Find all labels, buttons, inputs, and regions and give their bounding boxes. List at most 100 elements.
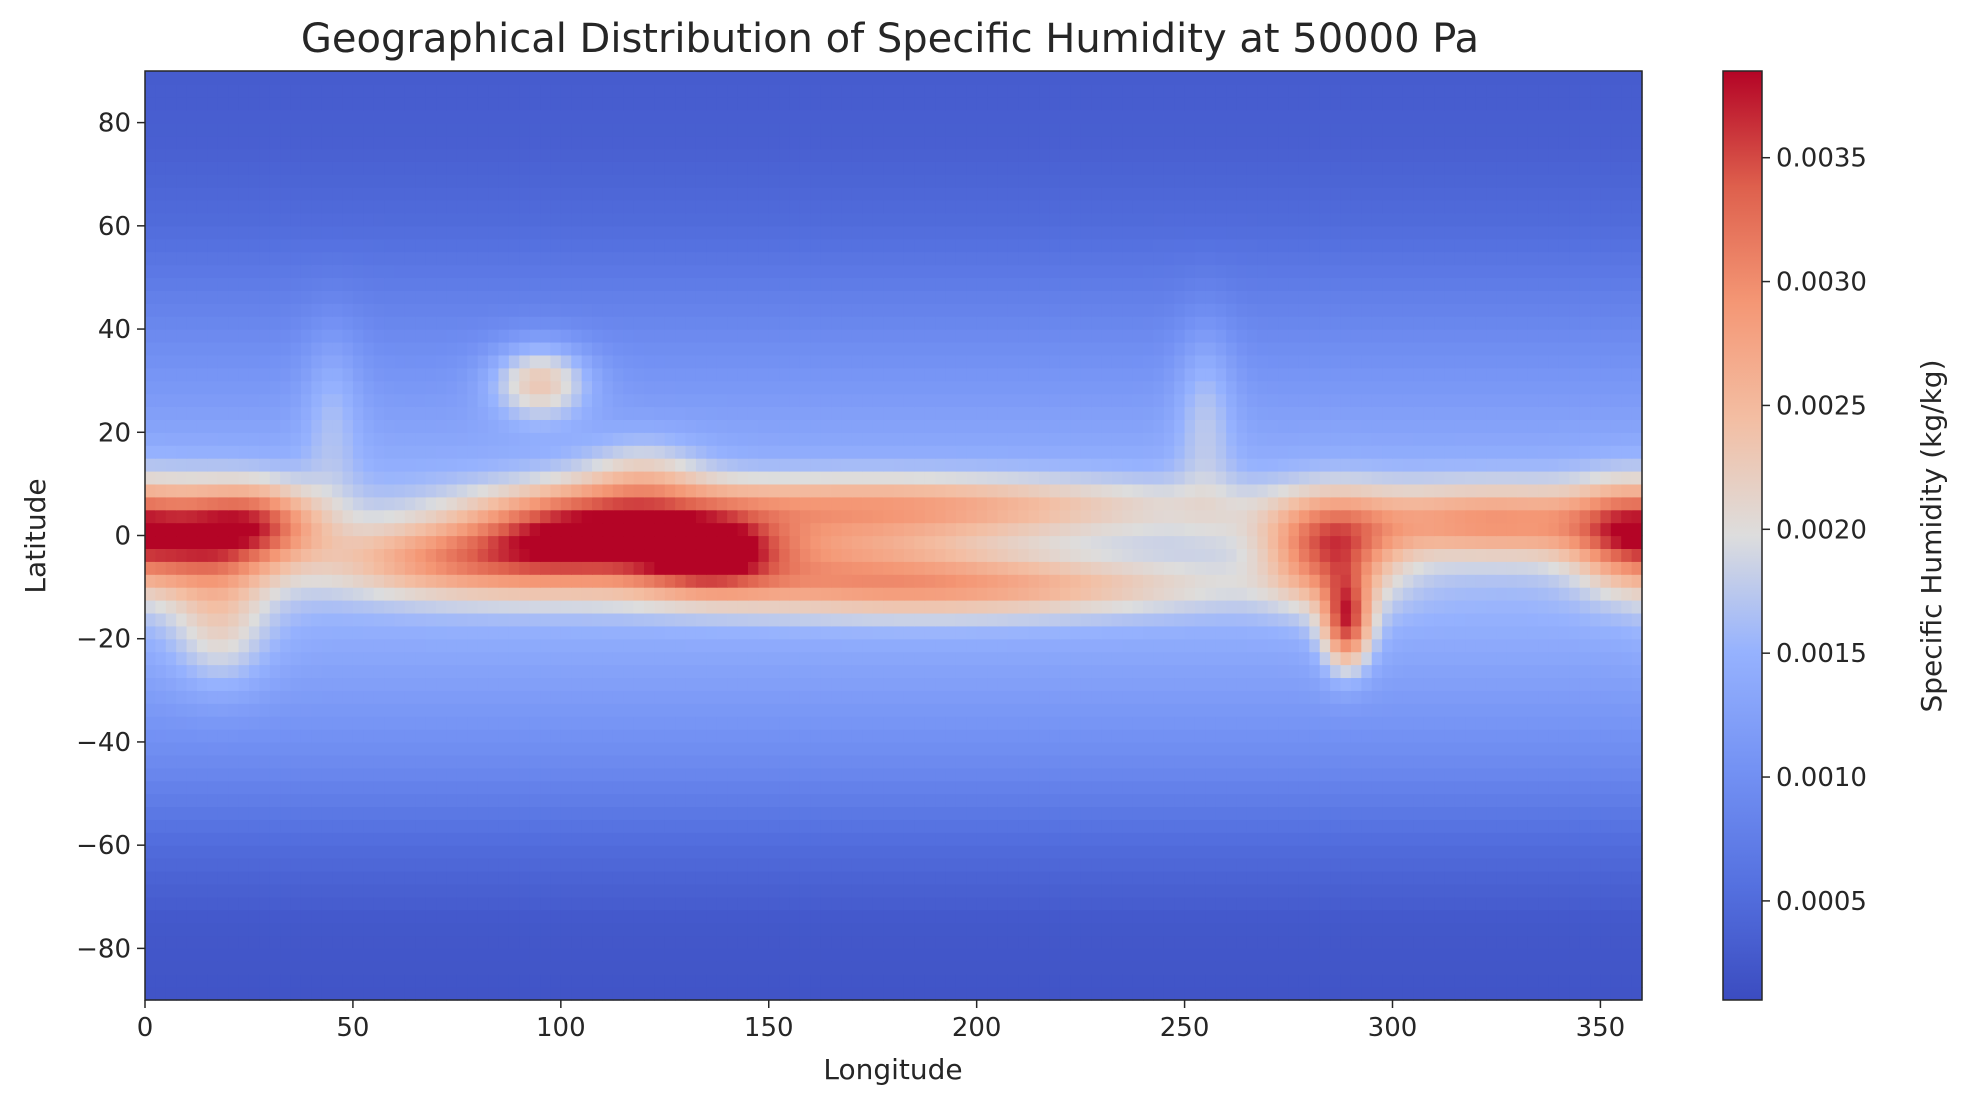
heatmap-cell: [405, 742, 416, 756]
heatmap-cell: [779, 871, 790, 885]
heatmap-cell: [613, 690, 624, 704]
heatmap-cell: [623, 974, 634, 988]
heatmap-cell: [228, 819, 239, 833]
heatmap-cell: [280, 935, 291, 949]
heatmap-cell: [1413, 703, 1424, 717]
heatmap-cell: [634, 923, 645, 937]
heatmap-cell: [1361, 729, 1372, 743]
heatmap-cell: [426, 845, 437, 859]
heatmap-cell: [1361, 819, 1372, 833]
heatmap-cell: [592, 794, 603, 808]
heatmap-cell: [187, 845, 198, 859]
heatmap-cell: [1548, 806, 1559, 820]
heatmap-cell: [1081, 690, 1092, 704]
heatmap-cell: [634, 548, 645, 562]
heatmap-cell: [197, 690, 208, 704]
heatmap-cell: [270, 716, 281, 730]
heatmap-cell: [810, 897, 821, 911]
heatmap-cell: [1257, 910, 1268, 924]
heatmap-cell: [1632, 871, 1643, 885]
heatmap-cell: [1496, 819, 1507, 833]
heatmap-cell: [1039, 871, 1050, 885]
heatmap-cell: [446, 935, 457, 949]
heatmap-cell: [478, 794, 489, 808]
heatmap-cell: [187, 690, 198, 704]
heatmap-cell: [571, 574, 582, 588]
heatmap-cell: [1185, 923, 1196, 937]
heatmap-cell: [1101, 703, 1112, 717]
heatmap-cell: [717, 897, 728, 911]
heatmap-cell: [1029, 845, 1040, 859]
heatmap-cell: [727, 690, 738, 704]
heatmap-cell: [1008, 690, 1019, 704]
heatmap-cell: [1112, 548, 1123, 562]
heatmap-cell: [1424, 652, 1435, 666]
heatmap-cell: [509, 935, 520, 949]
heatmap-cell: [1486, 587, 1497, 601]
heatmap-cell: [717, 561, 728, 575]
heatmap-cell: [395, 858, 406, 872]
heatmap-cell: [176, 845, 187, 859]
heatmap-cell: [821, 781, 832, 795]
heatmap-cell: [1632, 639, 1643, 653]
heatmap-cell: [1465, 935, 1476, 949]
heatmap-cell: [873, 768, 884, 782]
heatmap-cell: [717, 574, 728, 588]
heatmap-cell: [665, 677, 676, 691]
heatmap-cell: [717, 729, 728, 743]
heatmap-cell: [1289, 742, 1300, 756]
heatmap-cell: [1039, 781, 1050, 795]
heatmap-cell: [945, 574, 956, 588]
heatmap-cell: [1205, 806, 1216, 820]
heatmap-cell: [446, 626, 457, 640]
heatmap-cell: [966, 832, 977, 846]
heatmap-cell: [1070, 794, 1081, 808]
heatmap-cell: [675, 961, 686, 975]
heatmap-cell: [904, 935, 915, 949]
heatmap-cell: [914, 600, 925, 614]
heatmap-cell: [207, 729, 218, 743]
heatmap-cell: [1361, 974, 1372, 988]
heatmap-cell: [800, 858, 811, 872]
heatmap-cell: [1164, 677, 1175, 691]
heatmap-cell: [1434, 845, 1445, 859]
heatmap-cell: [748, 600, 759, 614]
heatmap-cell: [696, 626, 707, 640]
heatmap-cell: [748, 613, 759, 627]
heatmap-cell: [1413, 806, 1424, 820]
heatmap-cell: [1299, 574, 1310, 588]
heatmap-cell: [1257, 923, 1268, 937]
heatmap-cell: [1486, 923, 1497, 937]
heatmap-cell: [1611, 677, 1622, 691]
heatmap-cell: [1538, 677, 1549, 691]
heatmap-cell: [239, 974, 250, 988]
heatmap-cell: [145, 626, 156, 640]
heatmap-cell: [654, 910, 665, 924]
heatmap-cell: [696, 935, 707, 949]
heatmap-cell: [363, 884, 374, 898]
heatmap-cell: [1153, 729, 1164, 743]
heatmap-cell: [1538, 613, 1549, 627]
heatmap-cell: [1413, 677, 1424, 691]
heatmap-cell: [1580, 910, 1591, 924]
heatmap-cell: [1101, 729, 1112, 743]
heatmap-cell: [977, 690, 988, 704]
heatmap-cell: [1101, 600, 1112, 614]
heatmap-cell: [925, 910, 936, 924]
heatmap-cell: [977, 987, 988, 1001]
heatmap-cell: [1486, 845, 1497, 859]
heatmap-cell: [1590, 832, 1601, 846]
heatmap-cell: [1216, 845, 1227, 859]
heatmap-cell: [270, 871, 281, 885]
heatmap-cell: [717, 665, 728, 679]
heatmap-cell: [280, 665, 291, 679]
heatmap-cell: [374, 884, 385, 898]
heatmap-cell: [894, 819, 905, 833]
heatmap-cell: [166, 652, 177, 666]
heatmap-cell: [997, 587, 1008, 601]
heatmap-cell: [1008, 742, 1019, 756]
heatmap-cell: [363, 639, 374, 653]
heatmap-cell: [821, 832, 832, 846]
heatmap-cell: [239, 626, 250, 640]
heatmap-cell: [395, 845, 406, 859]
